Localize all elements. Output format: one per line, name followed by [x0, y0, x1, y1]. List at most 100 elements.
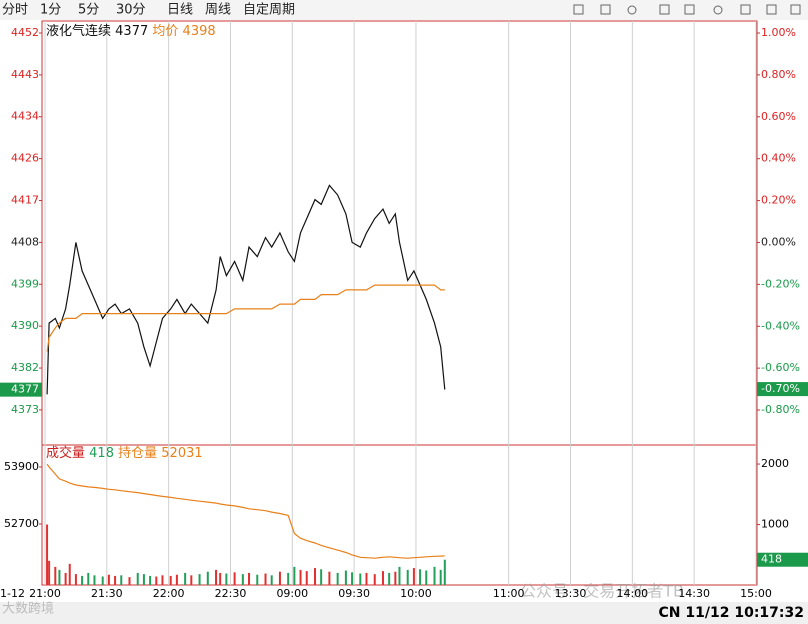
price-marker: [0, 382, 42, 397]
volume-bar: [101, 576, 104, 585]
toolbar-tab[interactable]: 自定周期: [243, 3, 295, 18]
y-tick-label: 4373: [11, 403, 39, 416]
x-tick-label: 21:00: [29, 587, 61, 600]
x-tick-label: 13:30: [555, 587, 587, 600]
volume-bar: [264, 573, 267, 585]
volume-bar: [155, 576, 158, 585]
header-item: 成交量: [46, 445, 85, 461]
volume-bar: [74, 574, 77, 585]
volume-bar: [190, 575, 193, 585]
header-item: 持仓量: [118, 446, 157, 461]
volume-bar: [344, 570, 347, 585]
y-tick-label: 4434: [11, 110, 39, 123]
y2-tick-label: 0.40%: [761, 152, 796, 165]
volume-bar: [248, 572, 251, 585]
x-tick-label: 09:30: [338, 587, 370, 600]
header-item: 4377: [115, 24, 148, 39]
volume-bar: [419, 569, 422, 585]
toolbar-tab[interactable]: 1分: [40, 3, 61, 18]
y-tick-label: 4417: [11, 193, 39, 206]
price-line: [46, 284, 445, 352]
volume-bar: [114, 575, 117, 585]
volume-bar: [206, 571, 209, 585]
volume-bar: [241, 574, 244, 585]
volume-marker: [757, 552, 808, 567]
volume-bar: [175, 574, 178, 585]
status-text: CN 11/12 10:17:32: [659, 605, 804, 621]
volume-bar: [256, 574, 259, 585]
y-tick-label: 53900: [4, 460, 39, 473]
volume-bar: [107, 574, 110, 585]
y-tick-label: 52700: [4, 517, 39, 530]
volume-bar: [381, 571, 384, 585]
volume-bar: [64, 572, 67, 585]
volume-bar: [46, 524, 49, 585]
volume-bar: [54, 566, 57, 585]
volume-bar: [169, 575, 172, 585]
volume-bar: [313, 568, 316, 585]
volume-bar: [299, 569, 302, 585]
volume-bar: [439, 569, 442, 585]
chart-header: 液化气连续 4377 均价 4398: [46, 23, 216, 39]
y2-tick-label: 0.60%: [761, 110, 796, 123]
toolbar-tab[interactable]: 日线: [167, 3, 193, 18]
pct-marker: [757, 382, 808, 397]
toolbar-icons: [573, 4, 801, 15]
plot-frame: [41, 20, 758, 586]
toolbar-tab[interactable]: 5分: [78, 3, 99, 18]
y2-tick-label: 1000: [761, 518, 789, 531]
volume-bar: [443, 559, 446, 585]
volume-bar: [320, 569, 323, 585]
date-label: 1-12: [0, 587, 25, 600]
volume-bar: [425, 570, 428, 585]
volume-bar: [406, 569, 409, 585]
volume-bar: [287, 572, 290, 585]
watermark: 大数跨境: [2, 602, 54, 617]
volume-bar: [365, 572, 368, 585]
y-tick-label: 4452: [11, 26, 39, 39]
volume-bar: [225, 573, 228, 585]
volume-bar: [433, 566, 436, 585]
volume-bar: [412, 568, 415, 585]
x-tick-label: 22:30: [215, 587, 247, 600]
volume-bar: [198, 574, 201, 585]
volume-bar: [270, 575, 273, 585]
toolbar-tab[interactable]: 分时: [2, 3, 28, 18]
y-tick-label: 4382: [11, 361, 39, 374]
x-tick-label: 14:00: [616, 587, 648, 600]
volume-bar: [58, 569, 61, 585]
toolbar-tab[interactable]: 周线: [205, 3, 231, 18]
status-bar: [0, 602, 808, 624]
volume-bar: [81, 575, 84, 585]
header-item: 4398: [183, 24, 216, 39]
y2-tick-label: -0.80%: [761, 403, 800, 416]
volume-bar: [278, 571, 281, 585]
open-interest-line: [46, 463, 445, 559]
header-item: 418: [89, 446, 114, 461]
y2-tick-label: 1.00%: [761, 26, 796, 39]
pct-marker-label: -0.70%: [761, 382, 800, 395]
y-tick-label: 4426: [11, 152, 39, 165]
volume-bar: [93, 575, 96, 585]
y-tick-label: 4408: [11, 235, 39, 248]
volume-bar: [233, 572, 236, 585]
y-tick-label: 4443: [11, 68, 39, 81]
x-tick-label: 14:30: [678, 587, 710, 600]
x-tick-label: 11:00: [493, 587, 525, 600]
header-item: 均价: [152, 24, 178, 39]
y2-tick-label: 0.20%: [761, 194, 796, 207]
volume-bar: [336, 572, 339, 585]
volume-bar: [373, 574, 376, 585]
x-tick-label: 21:30: [91, 587, 123, 600]
watermark: 公众号 · 交易开拓者TB: [520, 582, 684, 601]
volume-marker-label: 418: [761, 553, 782, 566]
toolbar-tab[interactable]: 30分: [116, 3, 146, 18]
volume-bar: [87, 572, 90, 585]
price-line: [46, 184, 446, 395]
volume-bar: [388, 572, 391, 585]
y2-tick-label: -0.20%: [761, 277, 800, 290]
volume-bar: [68, 563, 71, 585]
volume-bar: [48, 560, 51, 585]
